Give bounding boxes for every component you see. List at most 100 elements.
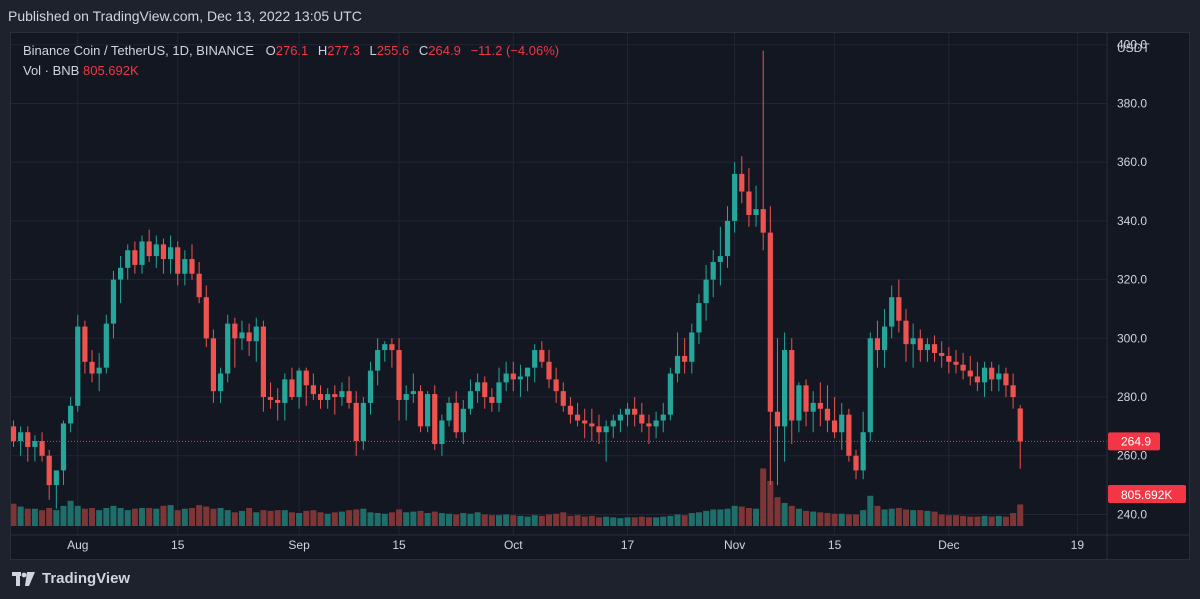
candle[interactable] xyxy=(817,382,823,427)
candle[interactable] xyxy=(653,411,659,439)
candle[interactable] xyxy=(703,264,709,321)
candle[interactable] xyxy=(860,411,866,480)
candle[interactable] xyxy=(182,250,188,286)
candle[interactable] xyxy=(146,229,152,262)
candle[interactable] xyxy=(796,382,802,433)
candle[interactable] xyxy=(489,388,495,412)
candle[interactable] xyxy=(325,388,331,409)
candle[interactable] xyxy=(881,308,888,368)
candle[interactable] xyxy=(53,470,59,509)
currency-label[interactable]: USDT xyxy=(1117,41,1150,55)
candle[interactable] xyxy=(260,320,266,412)
candle[interactable] xyxy=(989,361,995,392)
candle[interactable] xyxy=(803,379,809,427)
candle[interactable] xyxy=(896,279,902,333)
candle[interactable] xyxy=(389,338,395,368)
candle[interactable] xyxy=(139,235,145,274)
candle[interactable] xyxy=(446,397,452,427)
candle[interactable] xyxy=(253,317,259,362)
candle[interactable] xyxy=(517,364,524,398)
candle[interactable] xyxy=(375,338,381,386)
candle[interactable] xyxy=(724,206,731,268)
candle[interactable] xyxy=(903,308,909,362)
candle[interactable] xyxy=(589,408,595,442)
candle[interactable] xyxy=(910,323,916,368)
candle[interactable] xyxy=(574,402,581,427)
symbol-title[interactable]: Binance Coin / TetherUS, 1D, BINANCE xyxy=(23,43,254,58)
candle[interactable] xyxy=(482,376,488,409)
candle[interactable] xyxy=(889,285,895,339)
candle[interactable] xyxy=(546,350,552,389)
candle[interactable] xyxy=(931,335,938,362)
candle[interactable] xyxy=(353,391,359,456)
candle[interactable] xyxy=(810,391,816,433)
candle[interactable] xyxy=(382,341,388,362)
candle[interactable] xyxy=(467,379,474,415)
candle[interactable] xyxy=(632,397,638,427)
candle[interactable] xyxy=(153,235,159,268)
candle[interactable] xyxy=(939,341,945,368)
candle[interactable] xyxy=(203,285,209,348)
candle[interactable] xyxy=(996,364,1002,392)
candle[interactable] xyxy=(603,420,609,462)
candle[interactable] xyxy=(917,329,923,362)
candle[interactable] xyxy=(396,338,402,421)
candle[interactable] xyxy=(189,244,195,280)
candle[interactable] xyxy=(89,350,95,383)
candle[interactable] xyxy=(118,256,124,304)
candle[interactable] xyxy=(32,435,38,462)
candle[interactable] xyxy=(924,338,931,362)
candle[interactable] xyxy=(225,314,231,383)
candlestick-chart[interactable]: 240.0 260.0 280.0 300.0 320.0 340.0 360.0 380.0… xyxy=(11,33,1189,559)
candle[interactable] xyxy=(646,414,652,444)
candle[interactable] xyxy=(96,352,102,392)
candle[interactable] xyxy=(746,168,752,227)
footer-brand[interactable]: TradingView xyxy=(12,570,130,587)
candle[interactable] xyxy=(75,314,81,412)
candle[interactable] xyxy=(660,402,666,433)
candle[interactable] xyxy=(689,323,695,374)
candle[interactable] xyxy=(425,391,431,433)
candle[interactable] xyxy=(46,449,52,500)
candle[interactable] xyxy=(475,373,481,403)
candle[interactable] xyxy=(232,317,238,368)
candle[interactable] xyxy=(1003,367,1009,398)
candle[interactable] xyxy=(367,361,374,415)
candle[interactable] xyxy=(132,241,138,274)
candle[interactable] xyxy=(432,385,438,450)
candle[interactable] xyxy=(217,367,224,403)
candle[interactable] xyxy=(946,347,952,374)
candle[interactable] xyxy=(496,367,502,412)
candle[interactable] xyxy=(275,388,281,421)
candle[interactable] xyxy=(717,226,723,286)
candle[interactable] xyxy=(68,397,74,433)
candle[interactable] xyxy=(296,367,302,409)
candle[interactable] xyxy=(510,361,516,392)
chart-panel[interactable]: 240.0 260.0 280.0 300.0 320.0 340.0 360.0 380.0… xyxy=(10,32,1190,560)
candle[interactable] xyxy=(410,373,416,403)
candle[interactable] xyxy=(346,376,352,409)
candle[interactable] xyxy=(753,185,759,227)
candle[interactable] xyxy=(60,420,67,486)
candle[interactable] xyxy=(767,206,773,486)
candle[interactable] xyxy=(503,361,509,392)
candle[interactable] xyxy=(967,355,973,386)
candle[interactable] xyxy=(524,367,531,392)
candle[interactable] xyxy=(110,270,117,339)
candle[interactable] xyxy=(710,250,716,298)
candle[interactable] xyxy=(303,367,309,406)
candle[interactable] xyxy=(460,399,466,444)
candle[interactable] xyxy=(417,385,424,433)
candle[interactable] xyxy=(732,162,738,233)
candle[interactable] xyxy=(125,244,131,280)
candle[interactable] xyxy=(317,385,324,409)
candle[interactable] xyxy=(82,320,88,374)
candle[interactable] xyxy=(1017,404,1023,469)
candle[interactable] xyxy=(682,338,688,374)
candle[interactable] xyxy=(846,408,852,462)
candle[interactable] xyxy=(339,382,345,406)
candle[interactable] xyxy=(289,367,295,400)
candle[interactable] xyxy=(867,332,873,442)
candle[interactable] xyxy=(582,408,588,439)
candle[interactable] xyxy=(310,373,316,400)
